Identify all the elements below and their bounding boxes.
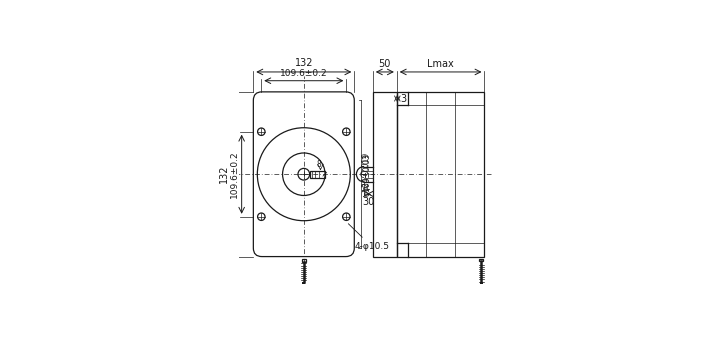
Bar	[302, 259, 306, 262]
Bar	[480, 282, 483, 285]
Text: 4-φ10.5: 4-φ10.5	[348, 224, 389, 251]
Bar	[373, 92, 397, 257]
Text: 30: 30	[362, 197, 375, 207]
Bar	[479, 259, 484, 262]
Text: 132: 132	[219, 165, 229, 184]
Text: 50: 50	[378, 59, 391, 69]
Text: 109.6±0.2: 109.6±0.2	[280, 69, 328, 78]
Text: Lmax: Lmax	[427, 59, 454, 69]
Text: φ24-0.019: φ24-0.019	[362, 152, 370, 191]
Text: 3: 3	[401, 93, 407, 104]
Text: 109.6±0.2: 109.6±0.2	[230, 150, 239, 198]
Text: 8: 8	[316, 160, 320, 169]
Bar	[302, 282, 305, 285]
Text: 132: 132	[294, 59, 313, 69]
Bar	[397, 92, 484, 257]
Text: φ100±0.03: φ100±0.03	[363, 153, 372, 196]
Bar	[310, 170, 325, 178]
